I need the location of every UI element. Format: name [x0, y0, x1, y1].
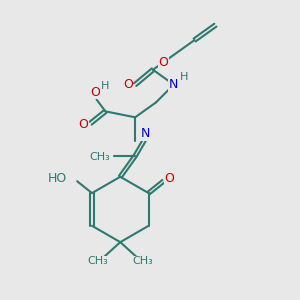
Text: N: N [141, 127, 150, 140]
Text: O: O [78, 118, 88, 131]
Text: O: O [123, 78, 133, 91]
Text: HO: HO [47, 172, 67, 185]
Text: CH₃: CH₃ [89, 152, 110, 162]
Text: N: N [169, 78, 178, 91]
Text: O: O [158, 56, 168, 69]
Text: H: H [180, 72, 188, 82]
Text: O: O [164, 172, 174, 185]
Text: H: H [101, 81, 110, 91]
Text: CH₃: CH₃ [88, 256, 108, 266]
Text: O: O [90, 85, 100, 98]
Text: CH₃: CH₃ [132, 256, 153, 266]
